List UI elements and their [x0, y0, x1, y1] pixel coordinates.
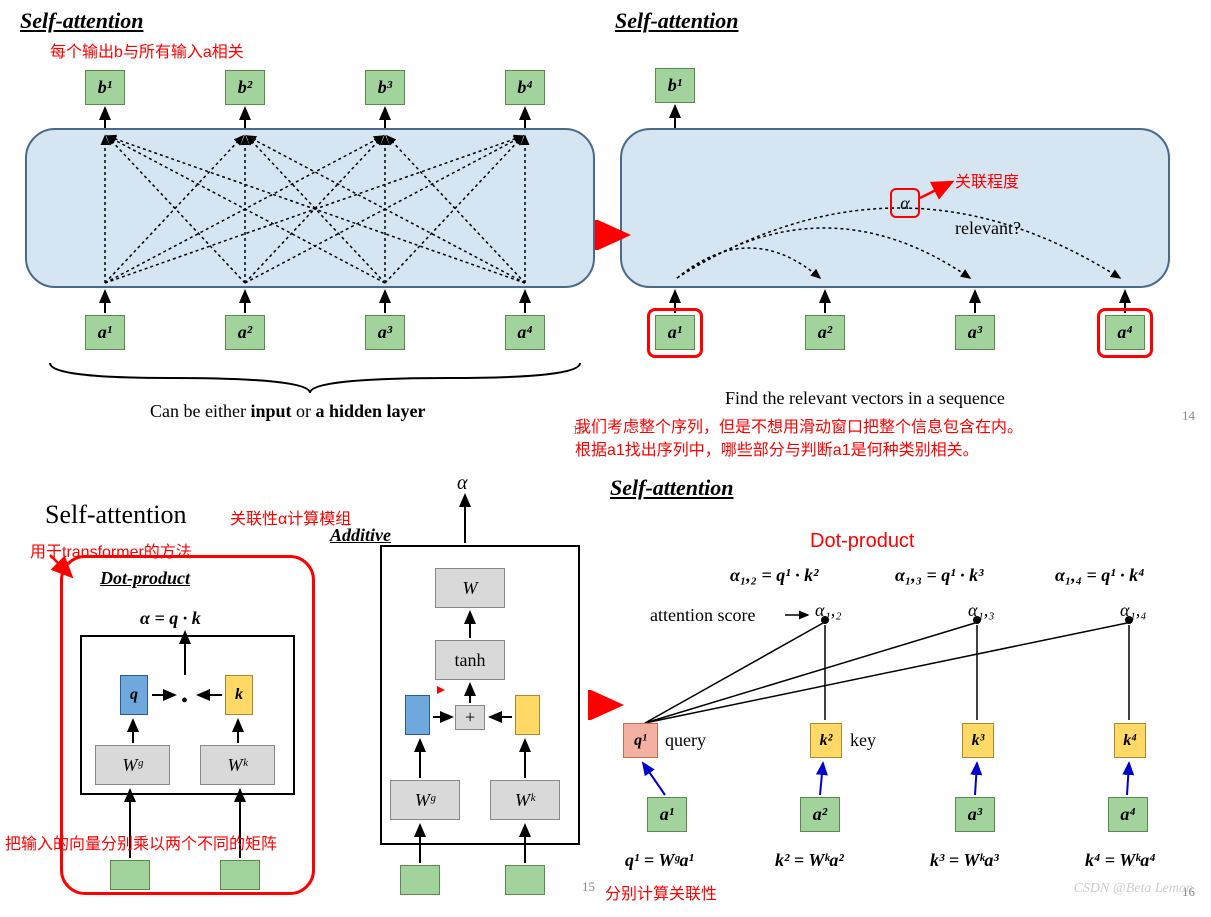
p1-bluebox	[25, 128, 595, 288]
p1-a4: a⁴	[505, 315, 545, 350]
p2-note2: 根据a1找出序列中，哪些部分与判断a1是何种类别相关。	[575, 436, 1211, 460]
p3-page: 15	[582, 879, 595, 895]
p1-annotation: 每个输出b与所有输入a相关	[50, 38, 244, 62]
p1-a2: a²	[225, 315, 265, 350]
p1-caption: Can be either input or a hidden layer	[150, 401, 426, 422]
p3-bottom-note: 把输入的向量分别乘以两个不同的矩阵	[5, 830, 277, 854]
p4-q1: q¹	[623, 723, 658, 758]
panel-1: Self-attention 每个输出b与所有输入a相关 b¹ b² b³ b⁴…	[20, 8, 615, 438]
p2-connections	[615, 8, 1205, 428]
p2-alpha-box: α	[890, 188, 920, 218]
p1-b3: b³	[365, 70, 405, 105]
p4-a2: a²	[800, 797, 840, 832]
p2-a2: a²	[805, 315, 845, 350]
p4-eq2: k² = Wᵏa²	[775, 850, 844, 871]
p1-a1: a¹	[85, 315, 125, 350]
p4-eq3: k³ = Wᵏa³	[930, 850, 999, 871]
p4-a1: a¹	[647, 797, 687, 832]
p4-eq4: k⁴ = Wᵏa⁴	[1085, 850, 1155, 871]
p4-k2: k²	[810, 723, 842, 758]
arrow-p1-p2	[595, 220, 635, 250]
p2-a3: a³	[955, 315, 995, 350]
p1-title: Self-attention	[20, 8, 143, 34]
panel-4: Self-attention Dot-product α₁,₂ = q¹ · k…	[605, 475, 1205, 905]
p2-caption: Find the relevant vectors in a sequence	[725, 388, 1005, 409]
p4-k3: k³	[962, 723, 994, 758]
p1-a3: a³	[365, 315, 405, 350]
p2-a1-hl	[647, 308, 703, 358]
p4-a4: a⁴	[1108, 797, 1148, 832]
p4-query: query	[665, 730, 706, 751]
p1-b2: b²	[225, 70, 265, 105]
p1-b1: b¹	[85, 70, 125, 105]
p4-a3: a³	[955, 797, 995, 832]
p4-lines	[605, 475, 1205, 905]
p4-key-label: key	[850, 730, 876, 751]
p1-b4: b⁴	[505, 70, 545, 105]
p4-k4: k⁴	[1114, 723, 1146, 758]
p2-a4-hl	[1097, 308, 1153, 358]
p4-note: 分别计算关联性	[605, 880, 717, 904]
panel-3: Self-attention 关联性α计算模组 用于transformer的方法…	[25, 480, 600, 905]
p2-note1: 我们考虑整个序列，但是不想用滑动窗口把整个信息包含在内。	[575, 413, 1211, 437]
p2-page: 14	[1182, 408, 1195, 424]
p4-eq1: q¹ = Wᵍa¹	[625, 850, 694, 871]
p2-relevant: relevant?	[955, 218, 1021, 239]
panel-2: Self-attention b¹ α 关联程度 relevant? a¹ a²…	[615, 8, 1205, 488]
p2-alpha-label: 关联程度	[955, 168, 1019, 192]
watermark: CSDN @Beta Lemon	[1074, 881, 1193, 897]
